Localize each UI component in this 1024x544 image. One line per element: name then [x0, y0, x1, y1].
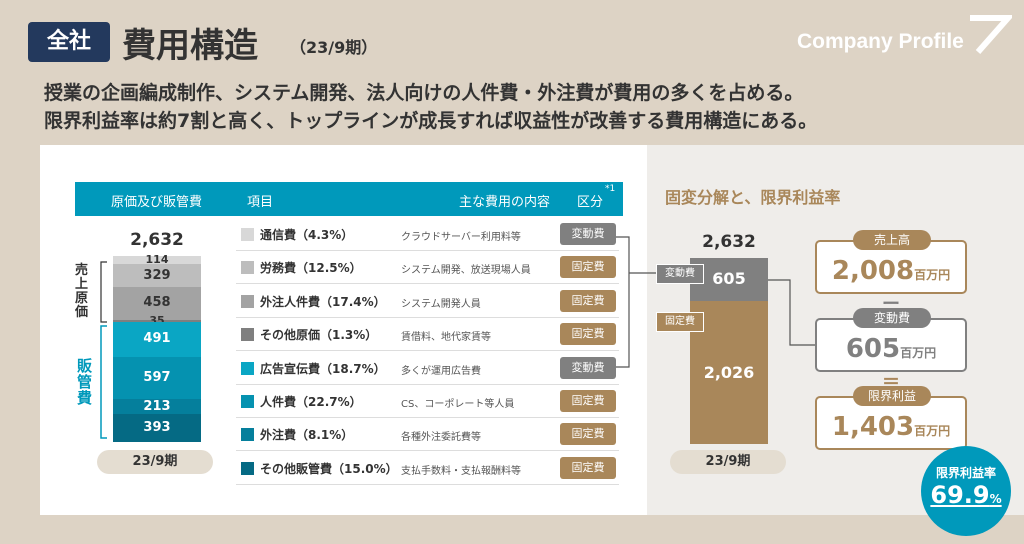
- marginal-profit-box: 限界利益 1,403百万円: [815, 386, 967, 450]
- cost-class-tag: 固定費: [560, 456, 616, 479]
- cost-bar-segment: 458: [113, 287, 201, 320]
- table-row: 広告宣伝費（18.7%） 多くが運用広告費 変動費: [236, 352, 619, 385]
- table-row: その他原価（1.3%） 賃借料、地代家賃等 固定費: [236, 318, 619, 352]
- cost-bar-value: 213: [143, 399, 171, 415]
- legend-swatch: [241, 461, 254, 475]
- cost-item-name: 通信費（4.3%）: [260, 228, 354, 242]
- legend-swatch: [241, 294, 254, 308]
- cost-class-tag: 固定費: [560, 423, 616, 446]
- cost-item-name: 外注人件費（17.4%）: [260, 294, 386, 309]
- cost-bar-segment: 329: [113, 264, 201, 288]
- cost-class-tag: 固定費: [560, 289, 616, 312]
- left-period-label: 23/9期: [97, 450, 213, 474]
- segment-value: 605: [712, 269, 746, 288]
- cost-item-content: CS、コーポレート等人員: [401, 399, 515, 410]
- cost-bar-value: 458: [143, 295, 171, 311]
- cost-bar-segment: 491: [113, 322, 201, 357]
- cost-item-name: 広告宣伝費（18.7%）: [260, 361, 386, 376]
- table-header: 原価及び販管費 項目 主な費用の内容 区分 *1: [75, 182, 623, 216]
- cost-bar-segment: 114: [113, 253, 201, 266]
- legend-swatch: [241, 428, 254, 442]
- group-label-cogs: 売上原価: [75, 263, 89, 320]
- bar-total-label: 2,632: [130, 230, 184, 250]
- cost-item-content: 支払手数料・支払報酬料等: [401, 465, 521, 477]
- cost-bar-value: 491: [143, 331, 171, 347]
- right-bar-total: 2,632: [702, 232, 756, 252]
- variable-cost-label: 変動費: [853, 308, 931, 328]
- revenue-box: 売上高 2,008百万円: [815, 230, 967, 294]
- revenue-value: 2,008百万円: [831, 256, 951, 286]
- marginal-profit-value: 1,403百万円: [831, 412, 951, 442]
- cost-item-name: その他原価（1.3%）: [260, 328, 378, 343]
- page-title: 費用構造: [122, 26, 258, 66]
- col-header-content: 主な費用の内容: [459, 195, 551, 210]
- table-row: 通信費（4.3%） クラウドサーバー利用料等 変動費: [236, 218, 619, 251]
- cost-bar-segment: 393: [113, 414, 201, 442]
- cost-item-name: その他販管費（15.0%）: [260, 461, 398, 476]
- table-row: 人件費（22.7%） CS、コーポレート等人員 固定費: [236, 385, 619, 418]
- legend-swatch: [241, 261, 254, 275]
- cost-item-content: システム開発、放送現場人員: [401, 265, 531, 277]
- lead-text-1: 授業の企画編成制作、システム開発、法人向けの人件費・外注費が費用の多くを占める。: [44, 82, 804, 104]
- right-period-label: 23/9期: [670, 450, 786, 474]
- cost-bar-segment: 597: [113, 356, 201, 400]
- marginal-rate-badge: 限界利益率 69.9%: [921, 446, 1011, 536]
- fixed-cost-tag: 固定費: [656, 312, 704, 332]
- cost-item-content: 各種外注委託費等: [401, 432, 481, 444]
- cost-item-content: システム開発人員: [401, 298, 481, 310]
- legend-swatch: [241, 328, 254, 342]
- col-header-item: 項目: [247, 195, 274, 210]
- marginal-profit-label: 限界利益: [853, 386, 931, 406]
- cost-bar-value: 35: [149, 313, 165, 327]
- variable-cost-connector: [616, 236, 660, 368]
- lead-text-2: 限界利益率は約7割と高く、トップラインが成長すれば収益性が改善する費用構造にある…: [44, 110, 818, 132]
- segment-value: 2,026: [703, 362, 755, 382]
- cost-item-name: 人件費（22.7%）: [260, 395, 362, 409]
- table-row: 外注費（8.1%） 各種外注委託費等 固定費: [236, 418, 619, 452]
- cost-item-name: 労務費（12.5%）: [260, 261, 362, 276]
- cost-class-tag: 変動費: [560, 223, 616, 245]
- legend-swatch: [241, 361, 254, 375]
- brand-label: Company Profile: [797, 30, 964, 53]
- scope-badge: 全社: [28, 22, 110, 62]
- group-brackets: [100, 261, 107, 439]
- header-band: 全社 費用構造 （23/9期） Company Profile 授業の企画編成制…: [0, 0, 1024, 145]
- cost-bar-value: 393: [143, 420, 171, 436]
- marginal-rate-value: 69.9%: [930, 481, 1002, 509]
- cost-class-tag: 固定費: [560, 256, 616, 279]
- cost-item-content: クラウドサーバー利用料等: [401, 232, 521, 243]
- table-row: その他販管費（15.0%） 支払手数料・支払報酬料等 固定費: [236, 452, 619, 485]
- variable-cost-value: 605百万円: [845, 334, 937, 364]
- page-period: （23/9期）: [290, 38, 378, 57]
- cost-class-tag: 変動費: [560, 356, 616, 379]
- legend-swatch: [241, 395, 254, 408]
- cost-class-tag: 固定費: [560, 323, 616, 346]
- legend-swatch: [241, 228, 254, 241]
- margin-connector: [768, 279, 816, 346]
- col-header-class: 区分: [577, 195, 604, 210]
- cost-bar-value: 329: [143, 268, 171, 284]
- group-label-sga: 販管費: [77, 357, 93, 407]
- right-chart-title: 固変分解と、限界利益率: [665, 188, 841, 207]
- cost-class-tag: 固定費: [560, 390, 616, 412]
- brand-logo-icon: [970, 15, 1012, 54]
- cost-bar-value: 597: [143, 369, 171, 385]
- cost-item-content: 賃借料、地代家賃等: [401, 332, 491, 344]
- marginal-rate-label: 限界利益率: [935, 466, 996, 480]
- cost-item-name: 外注費（8.1%）: [260, 428, 354, 443]
- cost-bar-segment: 213: [113, 399, 201, 415]
- cost-item-content: 多くが運用広告費: [401, 365, 481, 377]
- table-row: 外注人件費（17.4%） システム開発人員 固定費: [236, 285, 619, 318]
- variable-cost-box: 変動費 605百万円: [815, 308, 967, 372]
- table-row: 労務費（12.5%） システム開発、放送現場人員 固定費: [236, 251, 619, 285]
- variable-cost-tag: 変動費: [656, 264, 704, 284]
- cost-bar-value: 114: [145, 253, 169, 266]
- col-header-cost: 原価及び販管費: [111, 195, 203, 210]
- footnote-mark: *1: [605, 184, 616, 194]
- cost-bar-segment: 35: [113, 315, 201, 326]
- revenue-label: 売上高: [853, 230, 931, 250]
